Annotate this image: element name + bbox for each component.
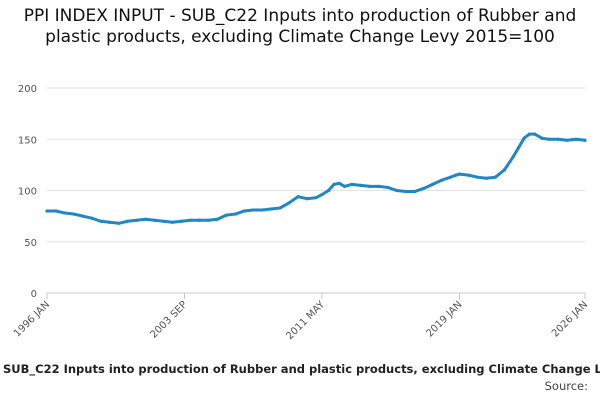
series-name-label: SUB_C22 Inputs into production of Rubber…: [3, 362, 600, 376]
data-point: [287, 201, 291, 205]
data-point: [493, 175, 497, 179]
data-point: [377, 184, 381, 188]
data-point: [126, 219, 130, 223]
gridlines: [47, 87, 585, 243]
source-label: Source:: [544, 379, 588, 393]
data-point: [484, 176, 488, 180]
data-point: [533, 132, 537, 136]
data-point: [81, 214, 85, 218]
data-point: [386, 185, 390, 190]
series-layer: [45, 132, 587, 225]
data-point: [439, 178, 444, 182]
data-point: [574, 137, 578, 141]
data-point: [224, 213, 228, 217]
data-point: [332, 182, 336, 186]
data-point: [404, 189, 408, 194]
data-point: [430, 182, 435, 186]
data-point: [517, 145, 521, 150]
data-point: [320, 193, 324, 197]
data-point: [350, 182, 354, 186]
data-point: [206, 218, 210, 222]
x-tick-label: 2003 SEP: [148, 299, 189, 340]
data-point: [260, 208, 264, 212]
y-tick-label: 100: [18, 187, 37, 198]
data-point: [215, 217, 219, 221]
data-point: [153, 218, 157, 222]
data-point: [117, 221, 121, 225]
data-point: [522, 136, 526, 140]
data-point: [457, 172, 462, 176]
data-point: [72, 212, 76, 216]
data-point: [45, 209, 49, 213]
chart-title: PPI INDEX INPUT - SUB_C22 Inputs into pr…: [23, 6, 577, 47]
x-tick-label: 2019 JAN: [424, 299, 464, 339]
x-tick-label: 2026 JAN: [550, 299, 590, 339]
tick-labels: 0 50 100 150 200 1996 JAN 2003 SEP 2011 MAY 2019…: [12, 84, 590, 342]
y-tick-label: 0: [31, 289, 37, 300]
data-point: [233, 212, 237, 216]
data-point: [511, 155, 515, 159]
data-point: [527, 132, 532, 136]
data-point: [448, 175, 453, 179]
data-point: [343, 184, 347, 188]
y-tick-label: 150: [18, 135, 37, 146]
data-point: [278, 206, 282, 210]
data-point: [314, 196, 318, 200]
data-point: [170, 220, 175, 224]
data-point: [337, 181, 341, 185]
data-point: [197, 218, 202, 222]
data-point: [583, 138, 587, 142]
y-tick-label: 200: [18, 84, 37, 95]
x-tick-label: 1996 JAN: [12, 299, 52, 339]
data-point: [422, 186, 426, 191]
data-point: [90, 216, 94, 220]
x-tick-label: 2011 MAY: [284, 299, 327, 342]
data-point: [454, 173, 458, 177]
data-point: [547, 137, 551, 141]
data-point: [540, 136, 544, 140]
data-point: [188, 218, 193, 222]
data-point: [305, 197, 309, 201]
data-point: [556, 137, 560, 141]
data-point: [108, 220, 112, 224]
data-point: [466, 173, 471, 177]
data-point: [565, 138, 569, 142]
data-point: [269, 207, 273, 211]
data-point: [502, 168, 506, 172]
data-point: [359, 183, 363, 187]
data-point: [395, 188, 399, 193]
data-point: [251, 208, 255, 212]
data-point: [54, 209, 58, 213]
data-point: [144, 217, 148, 221]
data-point: [326, 188, 331, 193]
data-point: [242, 209, 246, 213]
data-point: [368, 184, 372, 188]
series-line: [45, 132, 587, 225]
data-point: [296, 195, 300, 199]
data-point: [161, 219, 166, 223]
y-tick-label: 50: [24, 238, 37, 249]
data-point: [413, 189, 417, 194]
data-point: [63, 211, 67, 215]
data-point: [99, 219, 103, 223]
data-point: [179, 219, 184, 223]
axes: [46, 292, 586, 299]
data-point: [135, 218, 139, 222]
data-point: [475, 175, 479, 179]
